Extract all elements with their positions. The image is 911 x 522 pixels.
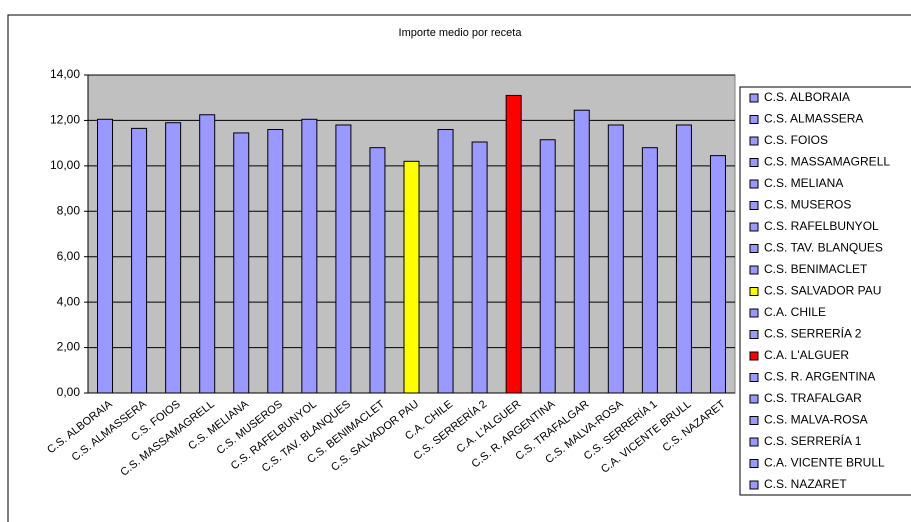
bar	[97, 118, 114, 394]
legend-swatch	[749, 265, 759, 275]
bar	[199, 114, 216, 394]
bar	[403, 160, 420, 394]
legend-label: C.A. CHILE	[764, 305, 826, 319]
bar	[437, 129, 454, 394]
y-tick-label: 12,00	[50, 113, 80, 127]
legend-swatch	[749, 330, 759, 339]
legend-label: C.S. ALBORAIA	[764, 90, 850, 104]
legend-swatch	[749, 394, 759, 404]
bar	[335, 124, 352, 394]
bar	[641, 147, 658, 394]
legend-label: C.S. RAFELBUNYOL	[764, 219, 879, 233]
legend-swatch	[749, 222, 759, 232]
legend-label: C.S. R. ARGENTINA	[764, 370, 875, 384]
legend-label: C.S. MASSAMAGRELL	[764, 155, 890, 169]
legend-swatch	[749, 93, 759, 103]
y-tick-label: 10,00	[50, 158, 80, 172]
legend-label: C.S. MELIANA	[764, 176, 843, 190]
legend-swatch	[749, 480, 759, 490]
legend-label: C.S. SERRERÍA 2	[764, 326, 862, 341]
legend-swatch	[749, 459, 759, 468]
legend-swatch	[749, 115, 759, 124]
bar	[369, 147, 386, 394]
legend-label: C.A. L'ALGUER	[764, 348, 849, 362]
legend-swatch	[749, 158, 759, 167]
y-tick-label: 14,00	[50, 67, 80, 81]
bar	[505, 94, 522, 394]
legend-label: C.S. NAZARET	[764, 477, 847, 491]
legend-label: C.A. VICENTE BRULL	[764, 456, 885, 470]
legend-label: C.S. MUSEROS	[764, 198, 851, 212]
legend-label: C.S. ALMASSERA	[764, 112, 863, 126]
legend-swatch	[749, 244, 759, 253]
y-tick-label: 2,00	[57, 340, 81, 354]
legend-label: C.S. MALVA-ROSA	[764, 413, 868, 427]
bar	[607, 124, 624, 394]
legend-swatch	[749, 416, 759, 425]
legend-swatch	[749, 351, 759, 361]
y-tick-label: 8,00	[57, 203, 81, 217]
legend-label: C.S. FOIOS	[764, 133, 828, 147]
bar	[165, 122, 182, 394]
legend-swatch	[749, 136, 759, 146]
legend-label: C.S. BENIMACLET	[764, 262, 868, 276]
bar	[539, 139, 556, 394]
bar	[301, 118, 318, 394]
bar	[267, 129, 284, 394]
bar	[709, 155, 726, 394]
legend-label: C.S. TRAFALGAR	[764, 391, 862, 405]
legend-swatch	[749, 437, 759, 447]
legend-swatch	[749, 308, 759, 318]
y-tick-label: 0,00	[57, 385, 81, 399]
y-tick-label: 4,00	[57, 294, 81, 308]
legend-label: C.S. TAV. BLANQUES	[764, 241, 883, 255]
legend	[739, 86, 911, 496]
legend-swatch	[749, 201, 759, 210]
legend-label: C.S. SERRERÍA 1	[764, 433, 862, 448]
legend-swatch	[749, 373, 759, 382]
bar	[233, 132, 250, 394]
legend-swatch	[749, 287, 759, 296]
bar	[675, 124, 692, 394]
bar	[471, 141, 488, 394]
legend-swatch	[749, 179, 759, 189]
legend-label: C.S. SALVADOR PAU	[764, 284, 881, 298]
bar	[131, 127, 148, 394]
bar	[573, 109, 590, 394]
chart-title: Importe medio por receta	[399, 27, 523, 39]
y-tick-label: 6,00	[57, 249, 81, 263]
